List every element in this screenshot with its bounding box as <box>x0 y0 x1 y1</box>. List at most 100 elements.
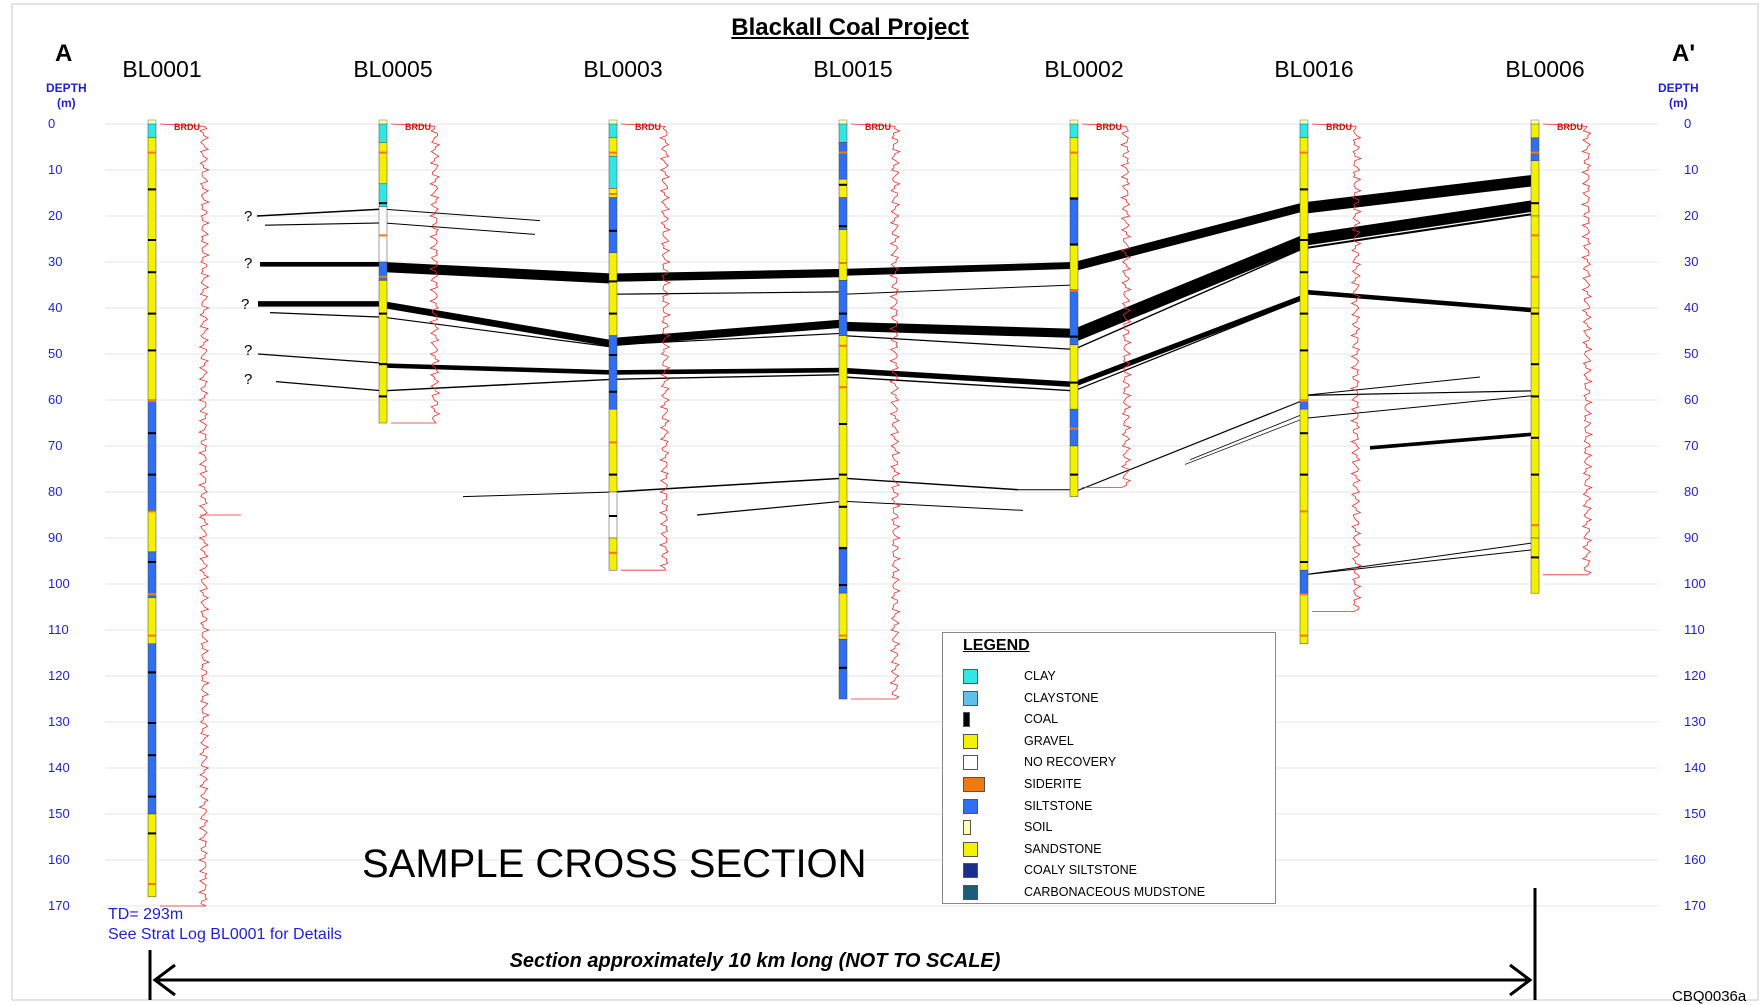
section-length-arrow <box>148 888 1537 1000</box>
coal-seam-correlation <box>1303 542 1536 576</box>
legend-swatch <box>963 733 978 749</box>
coal-band <box>1070 473 1078 476</box>
sand-interval <box>1530 215 1540 309</box>
sand-interval <box>1069 344 1079 410</box>
depth-tick-label: 80 <box>1684 484 1699 499</box>
well-bl0005 <box>378 119 441 424</box>
coal-band <box>609 390 617 393</box>
well-bl0001 <box>147 119 211 907</box>
legend-swatch <box>963 841 978 857</box>
sample-watermark: SAMPLE CROSS SECTION <box>362 842 867 886</box>
depth-tick-label: 40 <box>48 300 63 315</box>
coal-band <box>839 225 847 228</box>
coal-band <box>839 547 847 550</box>
coal-band <box>1531 395 1539 398</box>
siderite-band <box>148 634 156 637</box>
depth-label-line1: DEPTH <box>46 81 87 95</box>
coal-band <box>148 349 156 352</box>
legend-item: CLAYSTONE <box>943 689 1273 709</box>
coal-band <box>148 722 156 724</box>
coal-band <box>1531 312 1539 315</box>
siderite-band <box>1070 427 1078 430</box>
coal-band <box>148 561 156 563</box>
depth-tick-label: 60 <box>1684 392 1699 407</box>
silt-interval <box>147 551 157 599</box>
coal-seam-correlation <box>842 477 1019 491</box>
depth-tick-label: 110 <box>48 622 69 637</box>
sand-interval <box>1530 160 1540 217</box>
sand-interval <box>378 280 388 364</box>
brdu-marker-label: BRDU <box>174 122 200 132</box>
depth-gridlines <box>105 123 1658 907</box>
siderite-band <box>1070 289 1078 292</box>
depth-tick-label: 120 <box>1684 668 1706 683</box>
legend-item: NO RECOVERY <box>943 753 1273 773</box>
hole-label-bl0015: BL0015 <box>813 56 893 82</box>
legend-item: GRAVEL <box>943 732 1273 752</box>
coal-seam-correlation <box>612 477 844 493</box>
sand-interval <box>378 142 388 185</box>
legend: LEGEND CLAY CLAYSTONE COAL GRAVEL NO RECOVER… <box>942 632 1276 904</box>
coal-band <box>1070 381 1078 384</box>
siderite-band <box>609 441 617 444</box>
depth-tick-label: 120 <box>48 668 70 683</box>
correlation-lines <box>256 174 1536 576</box>
gamma-log-trace <box>620 123 672 571</box>
coal-seam-correlation <box>1304 174 1535 214</box>
depth-label-line1: DEPTH <box>1658 81 1699 95</box>
siderite-band <box>1531 275 1539 278</box>
siderite-band <box>148 593 156 596</box>
coal-seam-correlation <box>842 335 1075 350</box>
depth-tick-label: 90 <box>1684 530 1699 545</box>
silt-interval <box>838 142 848 180</box>
sand-interval <box>1069 445 1079 497</box>
siderite-band <box>839 344 847 347</box>
coal-band <box>1070 335 1078 338</box>
legend-item-label: CLAY <box>1024 669 1056 683</box>
depth-tick-label: 20 <box>1684 208 1699 223</box>
silt-interval <box>838 197 848 231</box>
silt-interval <box>838 546 848 594</box>
depth-tick-label: 10 <box>1684 162 1699 177</box>
depth-tick-label: 150 <box>48 806 70 821</box>
sand-interval <box>608 408 618 493</box>
depth-tick-label: 40 <box>1684 300 1699 315</box>
legend-item: SANDSTONE <box>943 840 1273 860</box>
coal-seam-correlation <box>256 208 384 217</box>
coal-seam-correlation <box>275 381 384 392</box>
legend-item-label: CARBONACEOUS MUDSTONE <box>1024 885 1206 899</box>
diagram-title: Blackall Coal Project <box>731 14 969 41</box>
coal-seam-correlation <box>382 378 614 392</box>
coal-band <box>148 432 156 435</box>
coal-band <box>1300 349 1308 352</box>
sand-interval <box>1299 137 1309 401</box>
siderite-band <box>1531 151 1539 154</box>
legend-title: LEGEND <box>963 637 1030 654</box>
legend-swatch <box>963 755 978 771</box>
legend-item: SILTSTONE <box>943 797 1273 817</box>
depth-tick-label: 170 <box>48 898 70 913</box>
coal-band <box>148 271 156 274</box>
depth-tick-label: 80 <box>48 484 63 499</box>
legend-item-label: SILTSTONE <box>1024 798 1093 813</box>
coal-band <box>839 584 847 586</box>
sand-interval <box>147 510 157 553</box>
sand-interval <box>1530 307 1540 539</box>
coal-seam-correlation <box>1073 399 1305 493</box>
siderite-band <box>609 151 617 154</box>
legend-item: COAL <box>943 710 1273 730</box>
coal-seam-correlation <box>260 262 383 267</box>
section-length-label: Section approximately 10 km long (NOT TO… <box>509 950 1001 972</box>
coal-band <box>1300 239 1308 241</box>
hole-label-bl0003: BL0003 <box>583 56 663 82</box>
sand-interval <box>838 592 848 640</box>
coal-seam-correlation <box>382 208 541 222</box>
coal-band <box>839 423 847 425</box>
legend-item-label: CLAYSTONE <box>1024 690 1099 705</box>
sand-interval <box>1530 537 1540 594</box>
coal-band <box>839 473 847 476</box>
query-mark: ? <box>244 371 253 388</box>
sand-interval <box>1069 243 1079 290</box>
legend-swatch <box>963 820 971 836</box>
sand-interval <box>147 137 157 401</box>
